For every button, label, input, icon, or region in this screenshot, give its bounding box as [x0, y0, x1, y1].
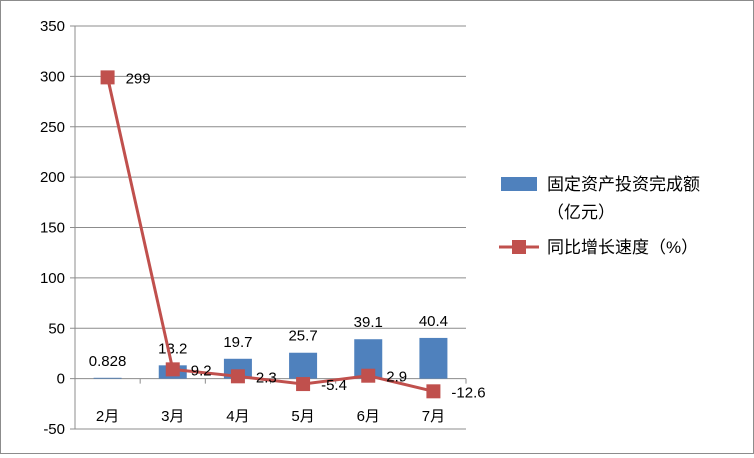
line-marker [100, 70, 115, 85]
x-tick-label: 5月 [291, 408, 314, 425]
line-marker [426, 384, 441, 399]
line-value-label: 2.3 [256, 369, 277, 386]
bar-value-label: 13.2 [158, 340, 187, 357]
bar [93, 377, 122, 379]
y-tick-label: 150 [40, 220, 65, 237]
y-tick-label: 300 [40, 68, 65, 85]
y-tick-label: 250 [40, 119, 65, 136]
line-marker [230, 369, 245, 384]
bar-value-label: 0.828 [89, 353, 127, 370]
line-value-label: 2.9 [386, 369, 407, 386]
legend-label-bar-line1: 固定资产投资完成额 [547, 175, 700, 194]
line-value-label: 299 [126, 70, 151, 87]
line-data-labels: 299 9.2 2.3 -5.4 2.9 -12.6 [126, 70, 486, 401]
x-tick-label: 3月 [161, 408, 184, 425]
x-tick-label: 7月 [422, 408, 445, 425]
y-tick-label: 200 [40, 169, 65, 186]
legend-label-bar-line2: （亿元） [547, 203, 615, 222]
bar [419, 337, 448, 379]
y-tick-label: 100 [40, 270, 65, 287]
line-value-label: -5.4 [321, 377, 347, 394]
legend-label-line: 同比增长速度（%） [547, 238, 698, 257]
y-tick-label: 50 [48, 320, 65, 337]
legend-swatch-marker [512, 240, 526, 254]
y-tick-label: 350 [40, 18, 65, 35]
line-marker [296, 377, 311, 392]
line-marker [165, 362, 180, 377]
bar-value-label: 25.7 [288, 328, 317, 345]
y-tick-label: 0 [57, 371, 65, 388]
bar-value-label: 19.7 [223, 334, 252, 351]
bar-data-labels: 0.828 13.2 19.7 25.7 39.1 40.4 [89, 313, 448, 370]
legend: 固定资产投资完成额 （亿元） 同比增长速度（%） [499, 175, 700, 257]
bar-value-label: 40.4 [419, 313, 448, 330]
bar [289, 352, 318, 379]
line-series [100, 70, 441, 399]
line-value-label: 9.2 [191, 362, 212, 379]
x-axis: 2月 3月 4月 5月 6月 7月 [74, 378, 467, 425]
line-value-label: -12.6 [451, 384, 485, 401]
x-tick-label: 2月 [96, 408, 119, 425]
x-tick-label: 6月 [357, 408, 380, 425]
x-tick-label: 4月 [226, 408, 249, 425]
y-axis: -50 0 50 100 150 200 250 300 350 [40, 18, 76, 438]
bar-value-label: 39.1 [354, 314, 383, 331]
line-marker [361, 368, 376, 383]
legend-swatch-bar [501, 177, 537, 191]
y-tick-label: -50 [43, 421, 65, 438]
series-line [106, 77, 434, 393]
